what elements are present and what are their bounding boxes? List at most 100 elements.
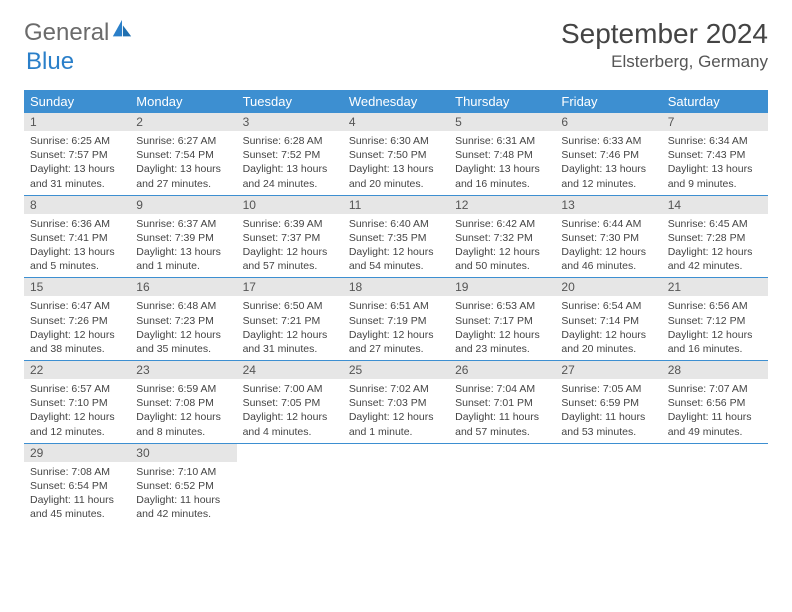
calendar-cell: 15Sunrise: 6:47 AMSunset: 7:26 PMDayligh… (24, 278, 130, 361)
day-details: Sunrise: 7:02 AMSunset: 7:03 PMDaylight:… (343, 379, 449, 443)
calendar-cell: 26Sunrise: 7:04 AMSunset: 7:01 PMDayligh… (449, 361, 555, 444)
weekday-header: Thursday (449, 90, 555, 113)
month-title: September 2024 (561, 18, 768, 50)
day-number: 4 (343, 113, 449, 131)
day-number: 12 (449, 196, 555, 214)
day-number: 26 (449, 361, 555, 379)
calendar-cell: 16Sunrise: 6:48 AMSunset: 7:23 PMDayligh… (130, 278, 236, 361)
day-details: Sunrise: 6:37 AMSunset: 7:39 PMDaylight:… (130, 214, 236, 278)
weekday-header: Monday (130, 90, 236, 113)
day-number: 23 (130, 361, 236, 379)
calendar-cell: 8Sunrise: 6:36 AMSunset: 7:41 PMDaylight… (24, 195, 130, 278)
day-number: 25 (343, 361, 449, 379)
day-number: 17 (237, 278, 343, 296)
day-details: Sunrise: 7:00 AMSunset: 7:05 PMDaylight:… (237, 379, 343, 443)
logo-sail-icon (111, 18, 133, 47)
calendar-cell: 21Sunrise: 6:56 AMSunset: 7:12 PMDayligh… (662, 278, 768, 361)
calendar-cell: 6Sunrise: 6:33 AMSunset: 7:46 PMDaylight… (555, 113, 661, 195)
calendar-cell: 27Sunrise: 7:05 AMSunset: 6:59 PMDayligh… (555, 361, 661, 444)
calendar-cell: 9Sunrise: 6:37 AMSunset: 7:39 PMDaylight… (130, 195, 236, 278)
day-details: Sunrise: 7:07 AMSunset: 6:56 PMDaylight:… (662, 379, 768, 443)
calendar-cell: 29Sunrise: 7:08 AMSunset: 6:54 PMDayligh… (24, 443, 130, 525)
calendar-row: 15Sunrise: 6:47 AMSunset: 7:26 PMDayligh… (24, 278, 768, 361)
day-details: Sunrise: 6:42 AMSunset: 7:32 PMDaylight:… (449, 214, 555, 278)
day-details: Sunrise: 6:30 AMSunset: 7:50 PMDaylight:… (343, 131, 449, 195)
weekday-header: Saturday (662, 90, 768, 113)
day-details: Sunrise: 6:53 AMSunset: 7:17 PMDaylight:… (449, 296, 555, 360)
day-details: Sunrise: 7:04 AMSunset: 7:01 PMDaylight:… (449, 379, 555, 443)
calendar-cell: 10Sunrise: 6:39 AMSunset: 7:37 PMDayligh… (237, 195, 343, 278)
logo-text-blue: Blue (26, 48, 74, 76)
day-details: Sunrise: 6:25 AMSunset: 7:57 PMDaylight:… (24, 131, 130, 195)
day-number: 7 (662, 113, 768, 131)
day-number: 3 (237, 113, 343, 131)
day-number: 29 (24, 444, 130, 462)
day-number: 5 (449, 113, 555, 131)
day-number: 24 (237, 361, 343, 379)
calendar-cell: 11Sunrise: 6:40 AMSunset: 7:35 PMDayligh… (343, 195, 449, 278)
day-number: 1 (24, 113, 130, 131)
calendar-cell: 4Sunrise: 6:30 AMSunset: 7:50 PMDaylight… (343, 113, 449, 195)
day-number: 14 (662, 196, 768, 214)
day-number: 27 (555, 361, 661, 379)
calendar-cell: 13Sunrise: 6:44 AMSunset: 7:30 PMDayligh… (555, 195, 661, 278)
calendar-cell: 17Sunrise: 6:50 AMSunset: 7:21 PMDayligh… (237, 278, 343, 361)
day-details: Sunrise: 6:45 AMSunset: 7:28 PMDaylight:… (662, 214, 768, 278)
logo: General (24, 18, 135, 47)
day-number: 15 (24, 278, 130, 296)
calendar-cell: 3Sunrise: 6:28 AMSunset: 7:52 PMDaylight… (237, 113, 343, 195)
day-details: Sunrise: 6:50 AMSunset: 7:21 PMDaylight:… (237, 296, 343, 360)
day-details: Sunrise: 6:44 AMSunset: 7:30 PMDaylight:… (555, 214, 661, 278)
day-number: 19 (449, 278, 555, 296)
title-block: September 2024 Elsterberg, Germany (561, 18, 768, 72)
calendar-cell: 20Sunrise: 6:54 AMSunset: 7:14 PMDayligh… (555, 278, 661, 361)
calendar-cell: 12Sunrise: 6:42 AMSunset: 7:32 PMDayligh… (449, 195, 555, 278)
calendar-cell: 18Sunrise: 6:51 AMSunset: 7:19 PMDayligh… (343, 278, 449, 361)
weekday-header: Wednesday (343, 90, 449, 113)
calendar-row: 8Sunrise: 6:36 AMSunset: 7:41 PMDaylight… (24, 195, 768, 278)
day-number: 11 (343, 196, 449, 214)
day-details: Sunrise: 6:28 AMSunset: 7:52 PMDaylight:… (237, 131, 343, 195)
day-number: 28 (662, 361, 768, 379)
day-number: 8 (24, 196, 130, 214)
calendar-body: 1Sunrise: 6:25 AMSunset: 7:57 PMDaylight… (24, 113, 768, 525)
day-number: 13 (555, 196, 661, 214)
logo-text-gray: General (24, 19, 109, 47)
day-number: 30 (130, 444, 236, 462)
day-number: 20 (555, 278, 661, 296)
calendar-cell: .. (662, 443, 768, 525)
location: Elsterberg, Germany (561, 52, 768, 72)
weekday-header: Friday (555, 90, 661, 113)
day-number: 18 (343, 278, 449, 296)
weekday-header: Sunday (24, 90, 130, 113)
calendar-cell: 24Sunrise: 7:00 AMSunset: 7:05 PMDayligh… (237, 361, 343, 444)
calendar-cell: 25Sunrise: 7:02 AMSunset: 7:03 PMDayligh… (343, 361, 449, 444)
day-details: Sunrise: 6:57 AMSunset: 7:10 PMDaylight:… (24, 379, 130, 443)
calendar-cell: 7Sunrise: 6:34 AMSunset: 7:43 PMDaylight… (662, 113, 768, 195)
calendar-cell: 2Sunrise: 6:27 AMSunset: 7:54 PMDaylight… (130, 113, 236, 195)
calendar-cell: 23Sunrise: 6:59 AMSunset: 7:08 PMDayligh… (130, 361, 236, 444)
calendar-cell: 19Sunrise: 6:53 AMSunset: 7:17 PMDayligh… (449, 278, 555, 361)
calendar-row: 22Sunrise: 6:57 AMSunset: 7:10 PMDayligh… (24, 361, 768, 444)
calendar-cell: 14Sunrise: 6:45 AMSunset: 7:28 PMDayligh… (662, 195, 768, 278)
day-details: Sunrise: 6:34 AMSunset: 7:43 PMDaylight:… (662, 131, 768, 195)
calendar-cell: 5Sunrise: 6:31 AMSunset: 7:48 PMDaylight… (449, 113, 555, 195)
day-details: Sunrise: 6:59 AMSunset: 7:08 PMDaylight:… (130, 379, 236, 443)
day-details: Sunrise: 6:36 AMSunset: 7:41 PMDaylight:… (24, 214, 130, 278)
day-details: Sunrise: 7:08 AMSunset: 6:54 PMDaylight:… (24, 462, 130, 526)
day-number: 2 (130, 113, 236, 131)
day-details: Sunrise: 6:54 AMSunset: 7:14 PMDaylight:… (555, 296, 661, 360)
calendar-cell: 1Sunrise: 6:25 AMSunset: 7:57 PMDaylight… (24, 113, 130, 195)
calendar-header: SundayMondayTuesdayWednesdayThursdayFrid… (24, 90, 768, 113)
day-number: 6 (555, 113, 661, 131)
calendar-cell: 28Sunrise: 7:07 AMSunset: 6:56 PMDayligh… (662, 361, 768, 444)
calendar-cell: 30Sunrise: 7:10 AMSunset: 6:52 PMDayligh… (130, 443, 236, 525)
day-details: Sunrise: 7:10 AMSunset: 6:52 PMDaylight:… (130, 462, 236, 526)
day-details: Sunrise: 6:51 AMSunset: 7:19 PMDaylight:… (343, 296, 449, 360)
day-details: Sunrise: 6:56 AMSunset: 7:12 PMDaylight:… (662, 296, 768, 360)
calendar-cell: .. (237, 443, 343, 525)
calendar-row: 1Sunrise: 6:25 AMSunset: 7:57 PMDaylight… (24, 113, 768, 195)
day-details: Sunrise: 6:33 AMSunset: 7:46 PMDaylight:… (555, 131, 661, 195)
day-details: Sunrise: 6:27 AMSunset: 7:54 PMDaylight:… (130, 131, 236, 195)
day-details: Sunrise: 6:40 AMSunset: 7:35 PMDaylight:… (343, 214, 449, 278)
